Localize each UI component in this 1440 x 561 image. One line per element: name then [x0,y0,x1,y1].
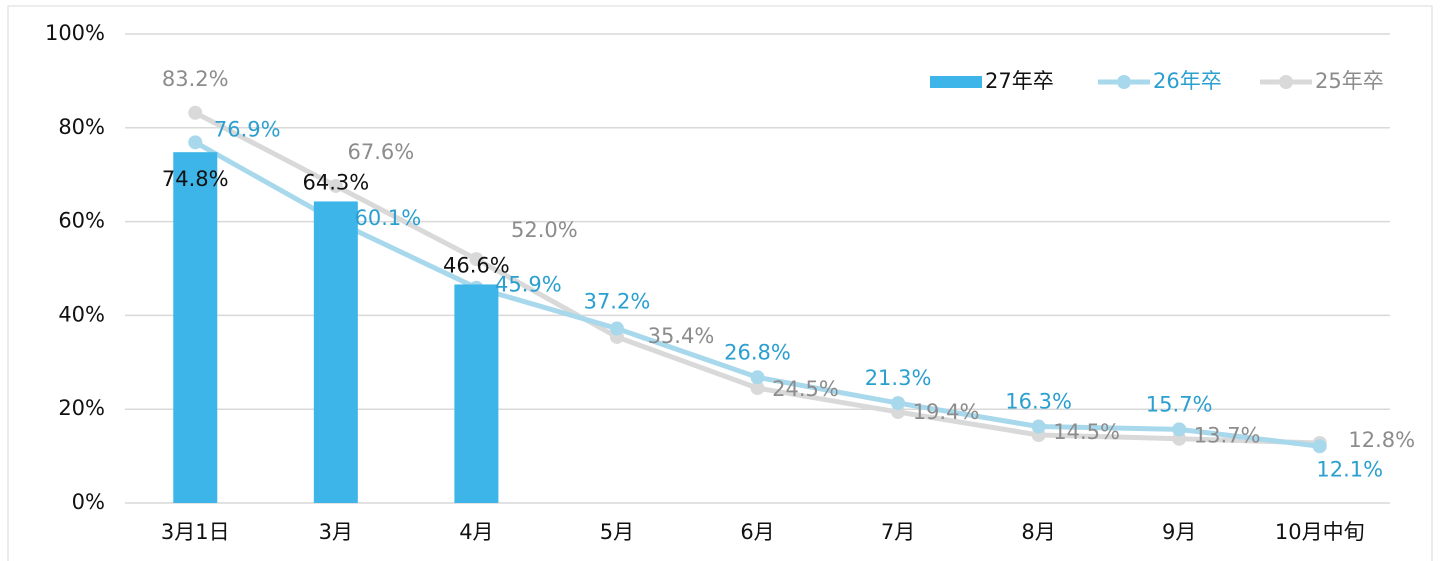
line-point [750,370,765,385]
data-label: 64.3% [302,170,369,194]
y-tick-label: 20% [58,396,105,420]
data-label: 45.9% [495,273,562,297]
y-tick-label: 80% [58,115,105,139]
data-label: 60.1% [354,206,421,230]
data-label: 37.2% [584,290,651,314]
data-label: 12.8% [1348,428,1415,452]
legend-swatch [930,76,982,88]
data-label: 76.9% [214,117,281,141]
data-label: 74.8% [162,167,229,191]
y-tick-label: 100% [45,21,105,45]
chart-frame [7,5,1433,561]
line-point [1031,419,1046,434]
data-label: 83.2% [162,67,229,91]
line-point [609,321,624,336]
y-tick-label: 60% [58,209,105,233]
data-label: 67.6% [347,140,414,164]
x-tick-label: 3月 [319,520,353,544]
legend-swatch [1117,75,1131,89]
data-label: 13.7% [1194,424,1261,448]
data-label: 19.4% [913,400,980,424]
x-tick-label: 3月1日 [161,520,230,544]
x-tick-label: 7月 [881,520,915,544]
legend-swatch [1279,75,1293,89]
x-tick-label: 10月中旬 [1275,520,1365,544]
data-label: 46.6% [443,253,510,277]
x-tick-label: 8月 [1021,520,1055,544]
y-tick-label: 0% [72,490,105,514]
data-label: 52.0% [511,218,578,242]
legend-label: 26年卒 [1153,69,1222,93]
line-point [328,178,343,193]
legend-label: 25年卒 [1315,69,1384,93]
data-label: 15.7% [1146,392,1213,416]
data-label: 12.1% [1316,457,1383,481]
line-point [1312,439,1327,454]
line-point [1172,422,1187,437]
line-point [188,135,203,150]
y-tick-label: 40% [58,302,105,326]
x-tick-label: 5月 [600,520,634,544]
data-label: 24.5% [772,377,839,401]
data-label: 14.5% [1053,420,1120,444]
bar [173,152,218,504]
x-tick-label: 6月 [740,520,774,544]
line-point [469,252,484,267]
bar [454,284,499,503]
line-point [750,381,765,396]
line-point [891,396,906,411]
x-tick-label: 9月 [1162,520,1196,544]
legend-label: 27年卒 [985,69,1054,93]
data-label: 26.8% [724,340,791,364]
bar [313,201,358,504]
data-label: 35.4% [648,324,715,348]
x-tick-label: 4月 [459,520,493,544]
data-label: 16.3% [1005,390,1072,414]
line-point [188,105,203,120]
data-label: 21.3% [865,366,932,390]
